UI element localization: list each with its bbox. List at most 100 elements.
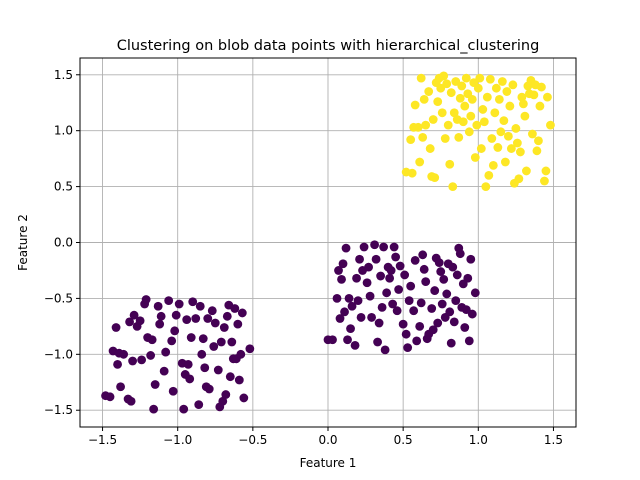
data-point-cluster-1 bbox=[430, 173, 440, 183]
data-point-cluster-0 bbox=[233, 319, 243, 329]
data-point-cluster-1 bbox=[518, 99, 528, 109]
data-point-cluster-0 bbox=[367, 313, 376, 322]
data-point-cluster-0 bbox=[340, 307, 349, 317]
data-point-cluster-1 bbox=[451, 77, 461, 86]
data-point-cluster-0 bbox=[116, 382, 125, 392]
data-point-cluster-0 bbox=[135, 316, 145, 326]
y-tick-label: 1.0 bbox=[54, 124, 73, 138]
data-point-cluster-0 bbox=[344, 294, 354, 303]
data-point-cluster-0 bbox=[155, 319, 165, 329]
data-point-cluster-0 bbox=[394, 285, 404, 294]
data-point-cluster-1 bbox=[493, 143, 503, 152]
data-point-cluster-0 bbox=[452, 270, 462, 280]
data-point-cluster-1 bbox=[514, 174, 524, 184]
data-point-cluster-0 bbox=[401, 329, 411, 339]
data-point-cluster-0 bbox=[210, 318, 220, 328]
data-point-cluster-0 bbox=[463, 273, 473, 283]
data-point-cluster-1 bbox=[475, 73, 485, 83]
data-point-cluster-1 bbox=[457, 81, 467, 91]
chart-title: Clustering on blob data points with hier… bbox=[117, 38, 540, 54]
data-point-cluster-0 bbox=[460, 323, 470, 332]
data-point-cluster-0 bbox=[353, 296, 363, 306]
data-point-cluster-1 bbox=[461, 73, 471, 83]
data-point-cluster-0 bbox=[183, 359, 193, 369]
data-point-cluster-0 bbox=[400, 270, 410, 280]
data-point-cluster-0 bbox=[436, 267, 446, 276]
data-point-cluster-1 bbox=[487, 134, 497, 143]
data-point-cluster-1 bbox=[443, 120, 453, 130]
data-point-cluster-1 bbox=[466, 111, 476, 121]
data-point-cluster-0 bbox=[218, 396, 228, 406]
data-point-cluster-1 bbox=[479, 117, 489, 127]
data-point-cluster-0 bbox=[347, 301, 357, 311]
data-point-cluster-0 bbox=[445, 307, 455, 317]
y-axis-label: Feature 2 bbox=[16, 214, 30, 271]
data-point-cluster-0 bbox=[406, 281, 416, 291]
data-point-cluster-1 bbox=[455, 93, 465, 103]
data-point-cluster-0 bbox=[129, 310, 139, 320]
data-point-cluster-1 bbox=[445, 159, 455, 169]
data-point-cluster-0 bbox=[186, 333, 196, 342]
data-point-cluster-0 bbox=[346, 324, 355, 333]
data-point-cluster-1 bbox=[541, 166, 551, 176]
data-point-cluster-0 bbox=[234, 375, 244, 385]
data-point-cluster-0 bbox=[209, 342, 219, 351]
data-point-cluster-0 bbox=[174, 299, 184, 309]
data-point-cluster-0 bbox=[449, 317, 459, 327]
data-point-cluster-0 bbox=[159, 366, 169, 376]
data-point-cluster-0 bbox=[222, 311, 232, 321]
data-point-cluster-1 bbox=[503, 131, 513, 141]
data-point-cluster-1 bbox=[449, 108, 459, 118]
data-point-cluster-0 bbox=[412, 336, 422, 346]
data-point-cluster-0 bbox=[198, 334, 208, 344]
data-point-cluster-1 bbox=[415, 157, 425, 167]
data-point-cluster-0 bbox=[194, 400, 204, 410]
data-point-cluster-1 bbox=[484, 171, 494, 180]
data-point-cluster-1 bbox=[517, 92, 527, 102]
data-point-cluster-0 bbox=[164, 296, 174, 306]
data-point-cluster-0 bbox=[230, 304, 240, 313]
data-point-cluster-0 bbox=[170, 326, 180, 336]
data-point-cluster-1 bbox=[485, 74, 495, 84]
data-point-cluster-0 bbox=[437, 299, 447, 309]
data-point-cluster-1 bbox=[482, 92, 492, 102]
data-point-cluster-0 bbox=[430, 286, 440, 295]
data-point-cluster-1 bbox=[478, 105, 488, 114]
data-point-cluster-0 bbox=[219, 323, 229, 332]
data-point-cluster-1 bbox=[473, 83, 483, 93]
data-point-cluster-1 bbox=[540, 176, 549, 186]
data-point-cluster-0 bbox=[377, 302, 387, 312]
data-point-cluster-0 bbox=[427, 304, 437, 313]
data-point-cluster-0 bbox=[373, 337, 382, 347]
data-point-cluster-0 bbox=[403, 343, 413, 353]
y-tick-label: −0.5 bbox=[44, 291, 73, 305]
data-point-cluster-0 bbox=[365, 291, 375, 301]
data-point-cluster-0 bbox=[350, 340, 360, 350]
data-point-cluster-1 bbox=[418, 132, 428, 142]
data-point-cluster-1 bbox=[529, 90, 539, 100]
data-point-cluster-1 bbox=[488, 160, 498, 170]
data-point-cluster-0 bbox=[338, 259, 348, 269]
data-point-cluster-0 bbox=[386, 266, 396, 275]
data-point-cluster-0 bbox=[335, 314, 345, 323]
data-point-cluster-1 bbox=[520, 111, 530, 121]
data-point-cluster-1 bbox=[546, 120, 555, 130]
x-tick-label: 0.5 bbox=[394, 433, 413, 447]
data-point-cluster-0 bbox=[434, 258, 444, 268]
data-point-cluster-0 bbox=[147, 335, 157, 345]
data-point-cluster-0 bbox=[182, 315, 192, 325]
points-layer bbox=[101, 71, 555, 414]
data-point-cluster-1 bbox=[500, 157, 510, 167]
data-point-cluster-0 bbox=[415, 321, 425, 331]
data-point-cluster-0 bbox=[191, 314, 201, 323]
data-point-cluster-1 bbox=[537, 82, 546, 92]
data-point-cluster-0 bbox=[149, 404, 159, 414]
data-point-cluster-0 bbox=[410, 255, 420, 265]
x-tick-label: 0.0 bbox=[318, 433, 337, 447]
data-point-cluster-0 bbox=[421, 277, 431, 287]
data-point-cluster-0 bbox=[334, 266, 343, 275]
data-point-cluster-0 bbox=[141, 295, 151, 304]
data-point-cluster-0 bbox=[355, 254, 364, 264]
data-point-cluster-0 bbox=[391, 252, 401, 262]
